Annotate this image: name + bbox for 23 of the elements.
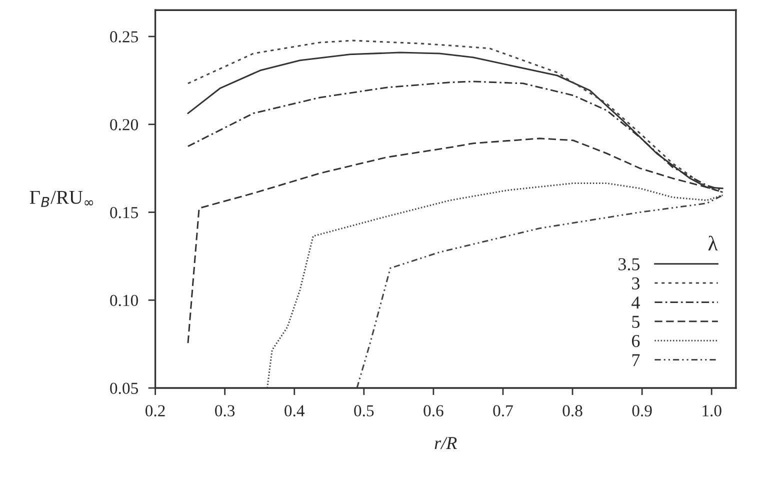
legend-label: 7 (632, 354, 640, 366)
x-tick-label: 0.4 (284, 405, 305, 416)
y-tick-label: 0.25 (110, 31, 138, 43)
legend-label: 6 (632, 334, 640, 348)
y-tick-label: 0.15 (110, 206, 138, 218)
x-tick-label: 0.8 (562, 405, 582, 416)
legend-label: 4 (632, 296, 640, 309)
x-tick-label: 0.9 (632, 405, 652, 416)
x-tick-label: 0.5 (354, 405, 374, 416)
x-tick-label: 0.7 (493, 405, 513, 416)
legend-title: λ (708, 236, 718, 250)
y-tick-label: 0.05 (110, 382, 138, 394)
x-tick-label: 0.2 (146, 405, 165, 416)
y-axis-title: Γ$_{B}$/RU$_{∞}$ (30, 190, 94, 207)
legend-label: 3 (632, 277, 640, 290)
legend-label: 5 (632, 316, 640, 328)
x-axis-title: r/R (434, 437, 457, 450)
y-tick-label: 0.10 (110, 294, 138, 306)
x-tick-label: 0.6 (424, 405, 444, 416)
x-tick-label: 0.3 (215, 405, 235, 416)
legend-label: 3.5 (618, 258, 640, 270)
y-tick-label: 0.20 (110, 119, 138, 130)
x-tick-label: 1.0 (702, 405, 722, 416)
